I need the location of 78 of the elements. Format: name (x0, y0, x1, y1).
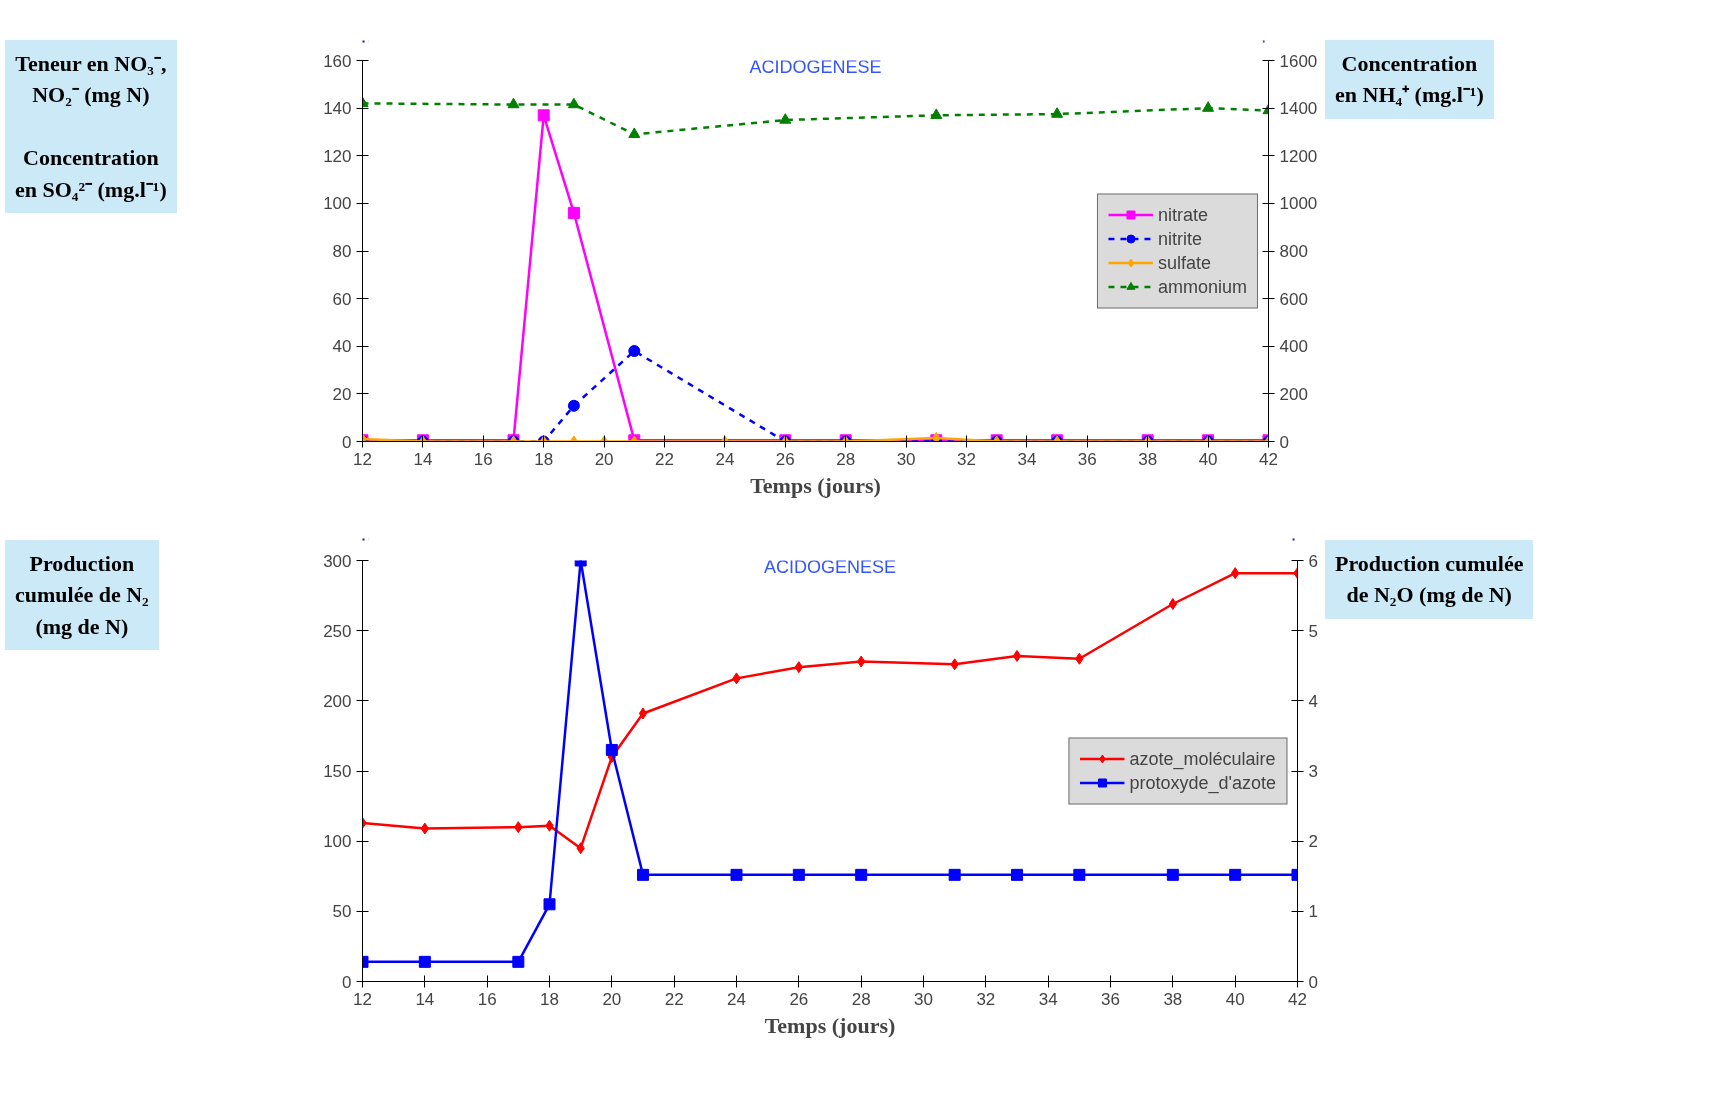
x-tick-label: 20 (594, 449, 614, 469)
y2-tick-label: 5 (1308, 621, 1318, 641)
y2-tick-label: 1400 (1279, 99, 1318, 119)
x-tick-label: 18 (540, 989, 559, 1009)
y2-tick-label: 2 (1308, 832, 1318, 852)
x-tick-label: 22 (664, 989, 684, 1009)
y-tick-label: 40 (332, 337, 352, 357)
y-tick-label: 120 (323, 146, 352, 166)
x-tick-label: 36 (1077, 449, 1097, 469)
annotation: ACIDOGENESE (763, 556, 897, 577)
x-tick-label: 14 (413, 449, 433, 469)
y-tick-label: 80 (332, 242, 352, 261)
x-tick-label: 32 (957, 449, 976, 469)
x-tick-label: 38 (1138, 449, 1158, 469)
x-tick-label: 22 (655, 449, 674, 469)
x-tick-label: 16 (477, 989, 497, 1009)
y2-tick-label: 800 (1279, 242, 1308, 261)
y2-tick-label: 6 (1308, 551, 1318, 571)
y-tick-label: 150 (323, 762, 352, 781)
x-tick-label: 32 (976, 989, 996, 1009)
y2-tick-label: 200 (1279, 384, 1308, 404)
y-axis-title: Production cumulée de N₂ (mg de N) (5, 540, 159, 651)
x-tick-label: 30 (914, 989, 933, 1009)
x-tick-label: 28 (851, 989, 871, 1009)
legend-label: azote_moléculaire (1129, 748, 1276, 769)
y2-tick-label: 1 (1308, 902, 1318, 922)
x-tick-label: 30 (896, 449, 916, 469)
y2-tick-label: 1200 (1279, 146, 1318, 166)
x-tick-label: 34 (1017, 449, 1037, 469)
x-tick-label: 16 (473, 449, 493, 469)
x-tick-label: 34 (1038, 989, 1058, 1009)
y-tick-label: 160 (323, 51, 352, 71)
y2-tick-label: 0 (1308, 972, 1318, 992)
y-tick-label: 60 (332, 289, 352, 309)
x-tick-label: 12 (353, 989, 372, 1009)
y2-tick-label: 600 (1279, 289, 1308, 309)
y2-tick-label: 4 (1308, 691, 1318, 711)
x-tick-label: 28 (836, 449, 856, 469)
x-tick-label: 40 (1225, 989, 1245, 1009)
y2-tick-label: 0 (1279, 432, 1289, 452)
y-tick-label: 20 (332, 384, 352, 404)
y-tick-label: 250 (323, 621, 352, 641)
y-tick-label: 0 (342, 432, 352, 452)
annotation: ACIDOGENESE (749, 56, 882, 77)
legend-label: ammonium (1157, 276, 1247, 297)
y2-tick-label: 1000 (1279, 194, 1318, 214)
legend-label: nitrate (1157, 204, 1208, 225)
y2-tick-label: 3 (1308, 762, 1318, 781)
y-tick-label: 300 (323, 551, 352, 571)
y-tick-label: 100 (323, 194, 352, 214)
y2-axis-title: Concentration en NH₄⁺ (mg.l⁻¹) (1325, 40, 1494, 119)
x-tick-label: 14 (415, 989, 435, 1009)
text: Teneur en NO₃⁻, NO₂⁻ (mg N) Concentration en SO₄²⁻ (mg.l⁻¹) (15, 51, 167, 202)
y2-tick-label: 1600 (1279, 51, 1318, 71)
y-tick-label: 200 (323, 691, 352, 711)
x-tick-label: 12 (353, 449, 372, 469)
legend-label: sulfate (1157, 252, 1212, 273)
x-tick-label: 36 (1101, 989, 1120, 1009)
legend-label: nitrite (1157, 228, 1202, 249)
x-tick-label: 24 (727, 989, 746, 1009)
x-axis-title: Temps (jours) (764, 1012, 896, 1038)
x-axis-title: Temps (jours) (750, 472, 881, 498)
x-tick-label: 26 (775, 449, 795, 469)
y-tick-label: 50 (332, 902, 352, 922)
y2-axis-title: Production cumulée de N₂O (mg de N) (1325, 540, 1534, 619)
x-tick-label: 42 (1259, 449, 1278, 469)
y-tick-label: 100 (323, 832, 352, 852)
x-tick-label: 18 (534, 449, 554, 469)
x-tick-label: 40 (1198, 449, 1218, 469)
x-tick-label: 20 (602, 989, 622, 1009)
y-tick-label: 0 (342, 972, 352, 992)
x-tick-label: 26 (789, 989, 809, 1009)
x-tick-label: 24 (715, 449, 735, 469)
y2-tick-label: 400 (1279, 337, 1308, 357)
x-tick-label: 38 (1163, 989, 1183, 1009)
x-tick-label: 42 (1288, 989, 1307, 1009)
y-tick-label: 140 (323, 99, 352, 119)
legend-label: protoxyde_d'azote (1129, 772, 1276, 793)
